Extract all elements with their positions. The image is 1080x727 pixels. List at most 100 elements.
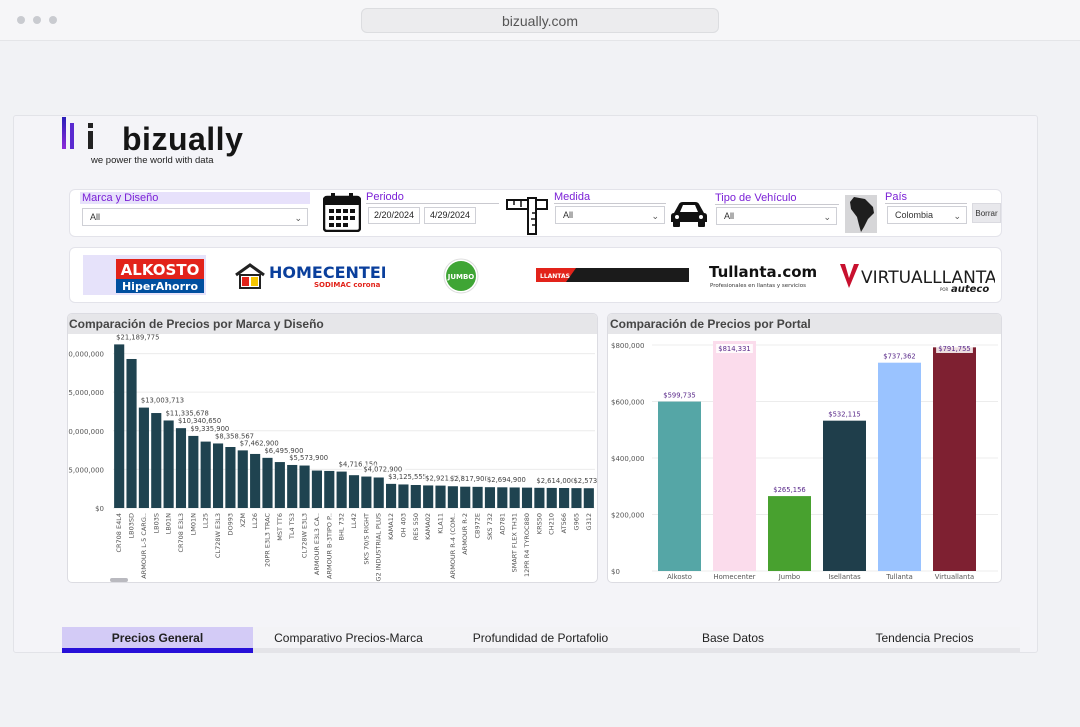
brand-price-bar xyxy=(126,358,137,508)
marca-filter-dropdown[interactable]: All ⌄ xyxy=(82,208,308,226)
x-tick-label: ARMOUR R-4 (COM.. xyxy=(449,513,457,579)
data-label: $13,003,713 xyxy=(141,397,184,405)
data-label-background xyxy=(716,344,753,353)
tire-measure-icon xyxy=(506,197,548,235)
browser-toolbar: bizually.com xyxy=(0,0,1080,41)
x-tick-label: CL728W E3L3 xyxy=(301,513,309,558)
x-tick-label: DO993 xyxy=(226,513,234,536)
jumbo-logo-name: JUMBO xyxy=(447,273,475,281)
brand-price-bar xyxy=(447,486,458,508)
virtualllantas-logo-graphic: VIRTUALLLANTAS POR auteco xyxy=(840,264,1007,295)
homecenter-logo-sub: SODIMAC corona xyxy=(314,281,381,289)
data-label-background xyxy=(448,474,492,484)
pais-underline xyxy=(885,203,967,204)
data-label-background xyxy=(214,431,258,441)
homecenter-logo[interactable]: HOMECENTER SODIMAC corona xyxy=(235,261,393,291)
maximize-window-dot[interactable] xyxy=(49,16,57,24)
y-tick-label: $20,000,000 xyxy=(68,351,104,359)
data-label: $4,716,150 xyxy=(339,461,378,469)
data-label-background xyxy=(424,473,468,483)
data-label-background xyxy=(238,438,282,448)
data-label: $532,115 xyxy=(828,411,860,419)
pais-filter-dropdown[interactable]: Colombia ⌄ xyxy=(887,206,967,224)
portal-price-bar xyxy=(768,496,811,571)
alkosto-logo-graphic: ALKOSTO HiperAhorro xyxy=(116,259,204,293)
x-tick-label: AD781 xyxy=(498,513,506,535)
x-tick-label: SMART FLEX TH31 xyxy=(511,513,519,572)
tipo-vehiculo-filter-dropdown[interactable]: All ⌄ xyxy=(716,207,837,225)
data-label-background xyxy=(362,464,406,474)
tab-profundidad-portafolio[interactable]: Profundidad de Portafolio xyxy=(444,627,637,653)
brand-price-bar xyxy=(138,407,149,508)
x-tick-label: ARMOUR L-5 CARG.. xyxy=(140,513,148,579)
filter-bar: Marca y Diseño All ⌄ Periodo 2/20/2024 4… xyxy=(69,189,1002,237)
address-bar[interactable]: bizually.com xyxy=(361,8,719,33)
data-label: $10,340,650 xyxy=(178,417,221,425)
x-tick-label: CR708 E3L3 xyxy=(177,513,185,553)
periodo-start-date-input[interactable]: 2/20/2024 xyxy=(368,207,420,224)
y-tick-label: $0 xyxy=(95,505,104,513)
x-tick-label: G965 xyxy=(572,513,580,530)
portal-price-bar-chart: $0 $200,000 $400,000 $600,000 $800,000 Alkost… xyxy=(611,340,998,581)
portal-price-chart-panel: Comparación de Precios por Portal $0 $200… xyxy=(607,313,1002,583)
jumbo-logo[interactable]: JUMBO xyxy=(443,258,479,294)
alkosto-logo-name: ALKOSTO xyxy=(121,261,200,279)
brand-price-bar xyxy=(311,470,322,508)
data-label: $7,462,900 xyxy=(240,439,279,447)
x-tick-label: CH210 xyxy=(548,513,556,535)
brand-price-bar xyxy=(583,488,594,508)
tullanta-logo[interactable]: Tullanta.com Profesionales en llantas y … xyxy=(707,261,819,291)
portal-price-bar xyxy=(658,401,701,571)
brand-chart-scrollbar[interactable] xyxy=(110,578,128,582)
close-window-dot[interactable] xyxy=(17,16,25,24)
periodo-end-date-input[interactable]: 4/29/2024 xyxy=(424,207,476,224)
clear-filters-button[interactable]: Borrar xyxy=(972,203,1001,223)
data-label-background xyxy=(881,351,918,361)
data-label: $4,072,900 xyxy=(363,466,402,474)
tipo-vehiculo-filter-label: Tipo de Vehículo xyxy=(715,192,797,204)
data-label-background xyxy=(139,395,187,405)
data-label: $2,614,000 xyxy=(536,477,575,485)
tab-precios-general[interactable]: Precios General xyxy=(62,627,253,653)
brand-price-bar xyxy=(348,475,360,508)
brand-price-bar xyxy=(188,435,199,508)
tab-comparativo-precios-marca[interactable]: Comparativo Precios-Marca xyxy=(253,627,444,653)
x-tick-label: LB03S xyxy=(152,513,160,533)
x-tick-label: CL728W E3L3 xyxy=(214,513,222,558)
virtualllantas-logo-por: POR xyxy=(940,287,949,292)
x-tick-label: TL4 TS3 xyxy=(288,513,296,540)
brand-price-bar xyxy=(571,488,582,508)
portal-logos-bar: ALKOSTO HiperAhorro HOMECENTER SODIMAC c… xyxy=(69,247,1007,303)
x-tick-label: LL42 xyxy=(350,513,358,529)
brand-price-bar xyxy=(361,476,372,508)
portal-chart-header: Comparación de Precios por Portal xyxy=(608,314,1001,334)
portal-price-bar xyxy=(823,420,866,571)
medida-filter-dropdown[interactable]: All ⌄ xyxy=(555,206,665,224)
isellantas-logo-graphic: LLANTAS xyxy=(536,268,689,282)
tab-tendencia-precios[interactable]: Tendencia Precios xyxy=(829,627,1020,653)
x-tick-label: G2 INDUSTRIAL PLUS xyxy=(375,513,383,582)
x-tick-label: LB01N xyxy=(165,513,173,534)
logo-tagline: we power the world with data xyxy=(91,155,214,166)
data-label-background xyxy=(164,408,212,418)
data-label-background xyxy=(535,475,579,485)
y-tick-label: $15,000,000 xyxy=(68,389,104,397)
brand-price-bar xyxy=(509,487,520,508)
medida-underline xyxy=(554,203,666,204)
tab-base-datos[interactable]: Base Datos xyxy=(637,627,829,653)
data-label-background xyxy=(661,390,698,400)
alkosto-logo-slogan: HiperAhorro xyxy=(122,280,198,293)
brand-price-chart-panel: Comparación de Precios por Marca y Diseñ… xyxy=(67,313,598,583)
alkosto-logo[interactable]: ALKOSTO HiperAhorro xyxy=(83,255,206,295)
x-tick-label: CB972E xyxy=(474,513,482,539)
brand-price-bar xyxy=(398,484,409,508)
virtualllantas-logo[interactable]: VIRTUALLLANTAS POR auteco xyxy=(837,258,1007,295)
brand-price-bar xyxy=(175,428,187,508)
x-tick-label: OH 403 xyxy=(399,513,407,537)
chevron-down-icon: ⌄ xyxy=(294,213,302,223)
data-label-background xyxy=(176,416,225,426)
data-label: $3,125,555 xyxy=(388,473,427,481)
periodo-filter-label: Periodo xyxy=(366,191,404,203)
minimize-window-dot[interactable] xyxy=(33,16,41,24)
isellantas-logo[interactable]: LLANTAS xyxy=(536,268,689,282)
